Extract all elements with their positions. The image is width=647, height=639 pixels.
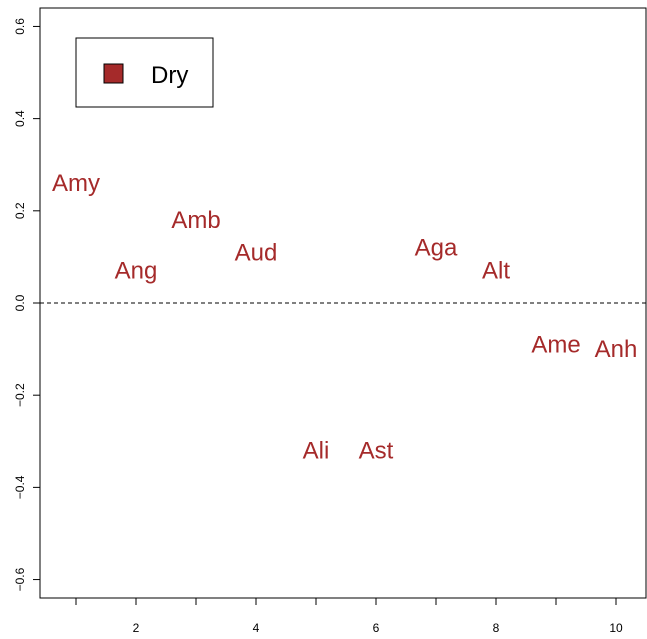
- point-label-anh: Anh: [595, 336, 638, 363]
- y-tick-label: 0.4: [13, 110, 27, 127]
- y-tick-label: 0.6: [13, 18, 27, 35]
- y-tick-label: −0.2: [13, 383, 27, 407]
- x-tick-label: 8: [493, 621, 500, 635]
- x-tick-label: 4: [253, 621, 260, 635]
- point-label-amb: Amb: [171, 207, 220, 234]
- y-axis: −0.6 −0.4 −0.2 0.0 0.2 0.4 0.6: [13, 18, 40, 591]
- legend: Dry: [75, 37, 214, 108]
- y-tick-label: 0.0: [13, 294, 27, 311]
- legend-box: [75, 37, 214, 108]
- x-tick-label: 6: [373, 621, 380, 635]
- x-tick-label: 2: [133, 621, 140, 635]
- point-label-ali: Ali: [303, 438, 330, 465]
- point-label-ang: Ang: [115, 258, 158, 285]
- point-label-amy: Amy: [52, 170, 100, 197]
- legend-swatch: [103, 63, 124, 84]
- point-label-aud: Aud: [235, 239, 278, 266]
- y-tick-label: 0.2: [13, 202, 27, 219]
- point-label-aga: Aga: [415, 235, 458, 262]
- point-label-ast: Ast: [359, 438, 394, 465]
- point-label-alt: Alt: [482, 258, 510, 285]
- x-axis: 2 4 6 8 10: [75, 598, 623, 635]
- point-labels: Amy Ang Amb Aud Ali Ast Aga Alt Ame Anh: [52, 170, 637, 464]
- legend-label: Dry: [151, 62, 188, 89]
- x-tick-label: 10: [609, 621, 623, 635]
- y-tick-label: −0.6: [13, 567, 27, 591]
- point-label-ame: Ame: [531, 331, 580, 358]
- y-tick-label: −0.4: [13, 475, 27, 499]
